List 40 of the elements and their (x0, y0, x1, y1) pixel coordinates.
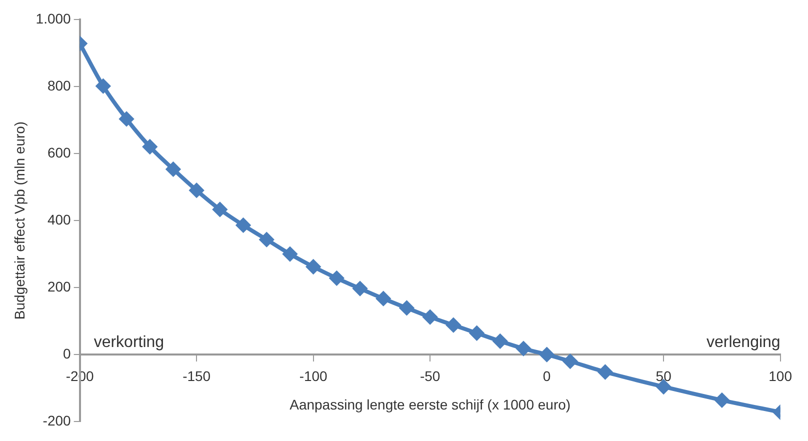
x-tick-label: 100 (768, 368, 792, 384)
point (306, 260, 320, 274)
point (142, 140, 157, 154)
point (400, 300, 414, 315)
point (282, 247, 297, 262)
point (714, 393, 729, 408)
x-tick-label: 50 (656, 368, 672, 384)
x-tick-label: 0 (542, 368, 551, 384)
annotation: verkorting (94, 334, 164, 351)
point (260, 232, 274, 247)
point (470, 326, 484, 340)
point (120, 112, 134, 126)
point (353, 282, 368, 296)
point (423, 310, 438, 324)
point (166, 162, 180, 176)
y-tick-label: 800 (47, 77, 72, 94)
point (446, 318, 460, 332)
x-tick-label: -100 (299, 368, 328, 384)
y-tick-label: 400 (47, 211, 72, 228)
point (236, 218, 250, 232)
x-axis-title: Aanpassing lengte eerste schijf (x 1000 euro) (290, 396, 571, 413)
point (212, 202, 227, 216)
y-tick-label: 200 (47, 278, 72, 294)
point (330, 271, 344, 286)
y-tick-label: -200 (42, 412, 72, 428)
y-tick-label: 1.000 (36, 10, 72, 26)
point (598, 364, 612, 379)
point (376, 292, 390, 306)
x-tick-label: -150 (182, 368, 211, 384)
point (493, 334, 508, 348)
point (190, 183, 204, 198)
x-tick-label: -50 (420, 368, 440, 384)
annotation: verlenging (706, 334, 780, 351)
point (516, 342, 530, 356)
point (540, 348, 554, 362)
y-tick-label: 0 (63, 345, 72, 362)
point (96, 79, 110, 94)
y-tick-label: 600 (47, 144, 72, 160)
point (563, 354, 578, 368)
y-axis-title: Budgettair effect Vpb (mln euro) (11, 121, 28, 320)
